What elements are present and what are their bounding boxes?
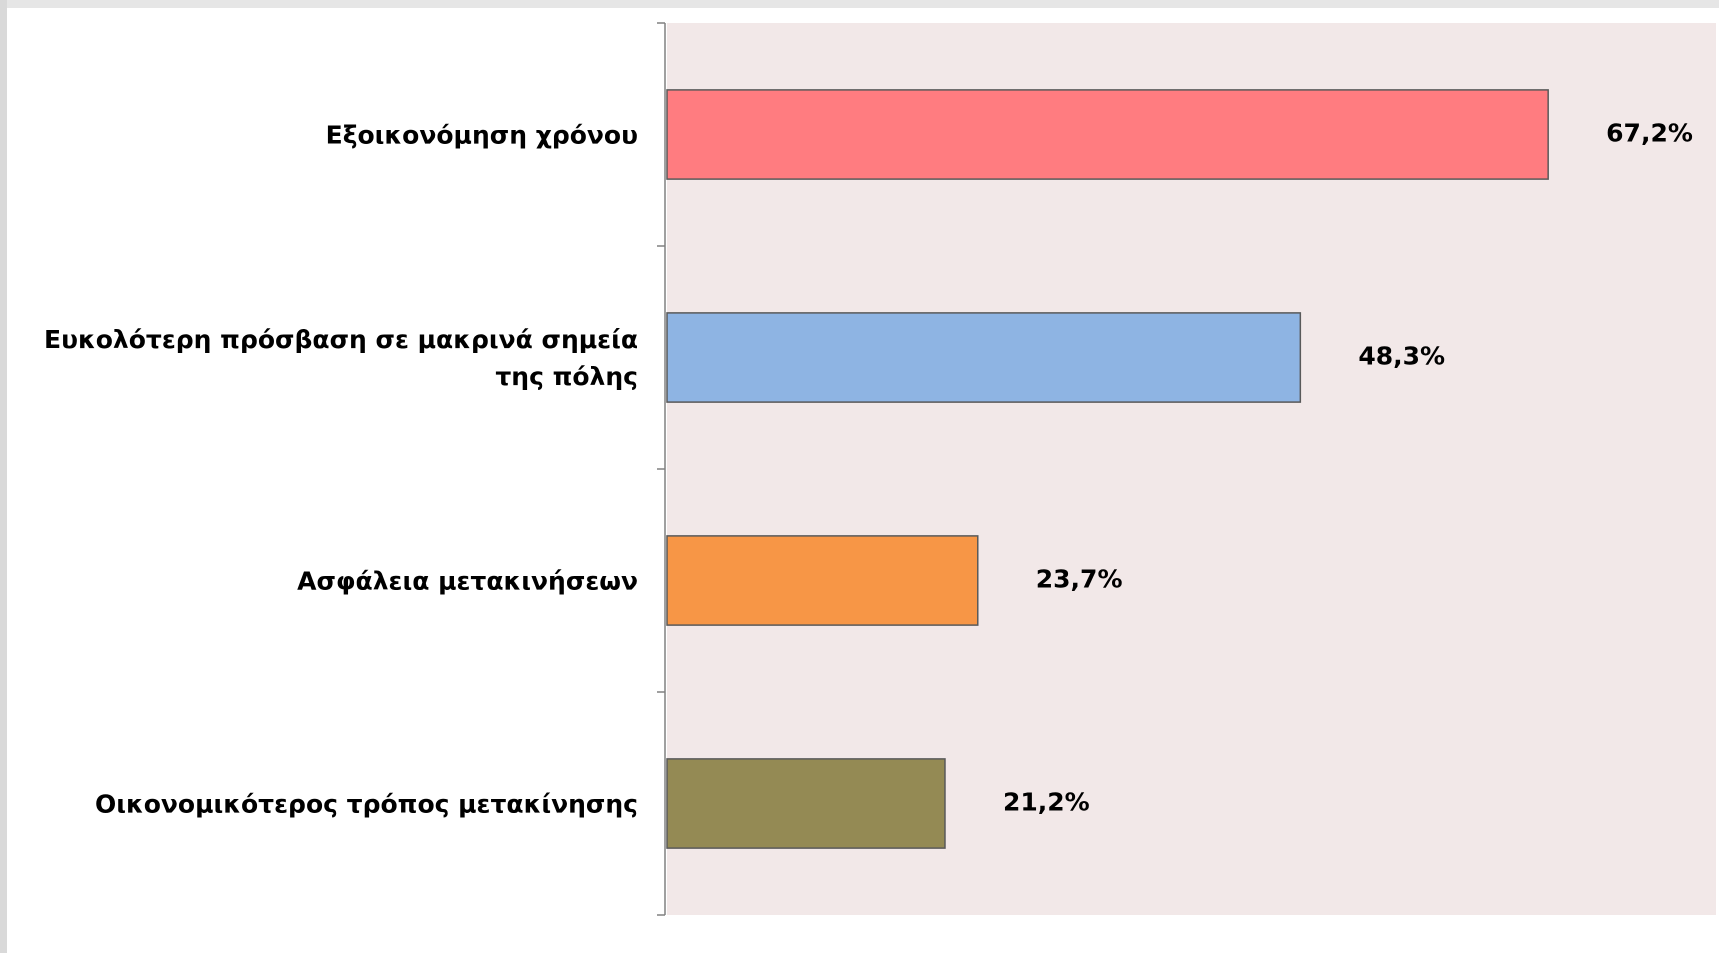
window-left-border: [0, 0, 7, 953]
category-label: Εξοικονόμηση χρόνου: [325, 120, 638, 149]
bar: [666, 758, 946, 849]
category-label: Ασφάλεια μετακινήσεων: [297, 566, 638, 595]
bar: [666, 89, 1549, 180]
bar: [666, 535, 979, 626]
category-label: Οικονομικότερος τρόπος μετακίνησης: [94, 789, 638, 818]
data-label: 48,3%: [1358, 342, 1445, 371]
bar: [666, 312, 1302, 403]
data-label: 23,7%: [1036, 565, 1123, 594]
data-label: 21,2%: [1003, 788, 1090, 817]
window-top-border: [0, 0, 1719, 8]
data-label: 67,2%: [1606, 119, 1693, 148]
category-label: Ευκολότερη πρόσβαση σε μακρινά σημεία τη…: [44, 324, 638, 391]
